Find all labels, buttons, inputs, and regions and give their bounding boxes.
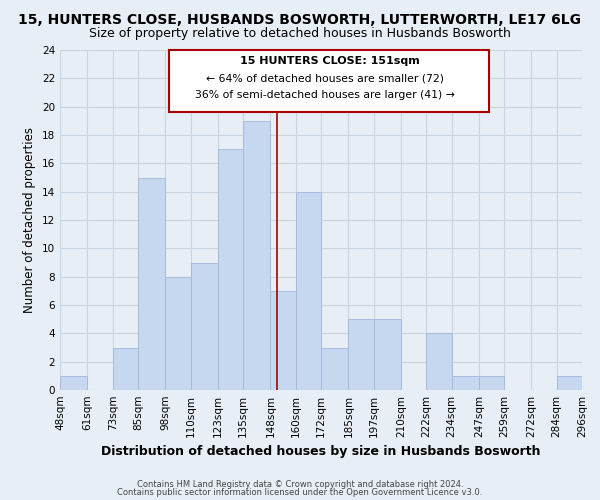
- Text: 15, HUNTERS CLOSE, HUSBANDS BOSWORTH, LUTTERWORTH, LE17 6LG: 15, HUNTERS CLOSE, HUSBANDS BOSWORTH, LU…: [19, 12, 581, 26]
- Bar: [557, 376, 582, 390]
- Bar: [426, 334, 452, 390]
- Text: Contains public sector information licensed under the Open Government Licence v3: Contains public sector information licen…: [118, 488, 482, 497]
- Bar: [374, 319, 401, 390]
- Text: 15 HUNTERS CLOSE: 151sqm: 15 HUNTERS CLOSE: 151sqm: [239, 56, 419, 66]
- Bar: [349, 319, 374, 390]
- Bar: [479, 376, 504, 390]
- Text: 36% of semi-detached houses are larger (41) →: 36% of semi-detached houses are larger (…: [195, 90, 455, 101]
- X-axis label: Distribution of detached houses by size in Husbands Bosworth: Distribution of detached houses by size …: [101, 446, 541, 458]
- Bar: [243, 121, 271, 390]
- Bar: [218, 149, 243, 390]
- Bar: [321, 348, 349, 390]
- Bar: [138, 178, 165, 390]
- Bar: [452, 376, 479, 390]
- Bar: [60, 376, 88, 390]
- Bar: [271, 291, 296, 390]
- Bar: [191, 262, 218, 390]
- Bar: [113, 348, 138, 390]
- Text: Contains HM Land Registry data © Crown copyright and database right 2024.: Contains HM Land Registry data © Crown c…: [137, 480, 463, 489]
- Text: ← 64% of detached houses are smaller (72): ← 64% of detached houses are smaller (72…: [206, 74, 444, 84]
- FancyBboxPatch shape: [169, 50, 490, 112]
- Bar: [165, 276, 191, 390]
- Y-axis label: Number of detached properties: Number of detached properties: [23, 127, 37, 313]
- Bar: [296, 192, 321, 390]
- Text: Size of property relative to detached houses in Husbands Bosworth: Size of property relative to detached ho…: [89, 28, 511, 40]
